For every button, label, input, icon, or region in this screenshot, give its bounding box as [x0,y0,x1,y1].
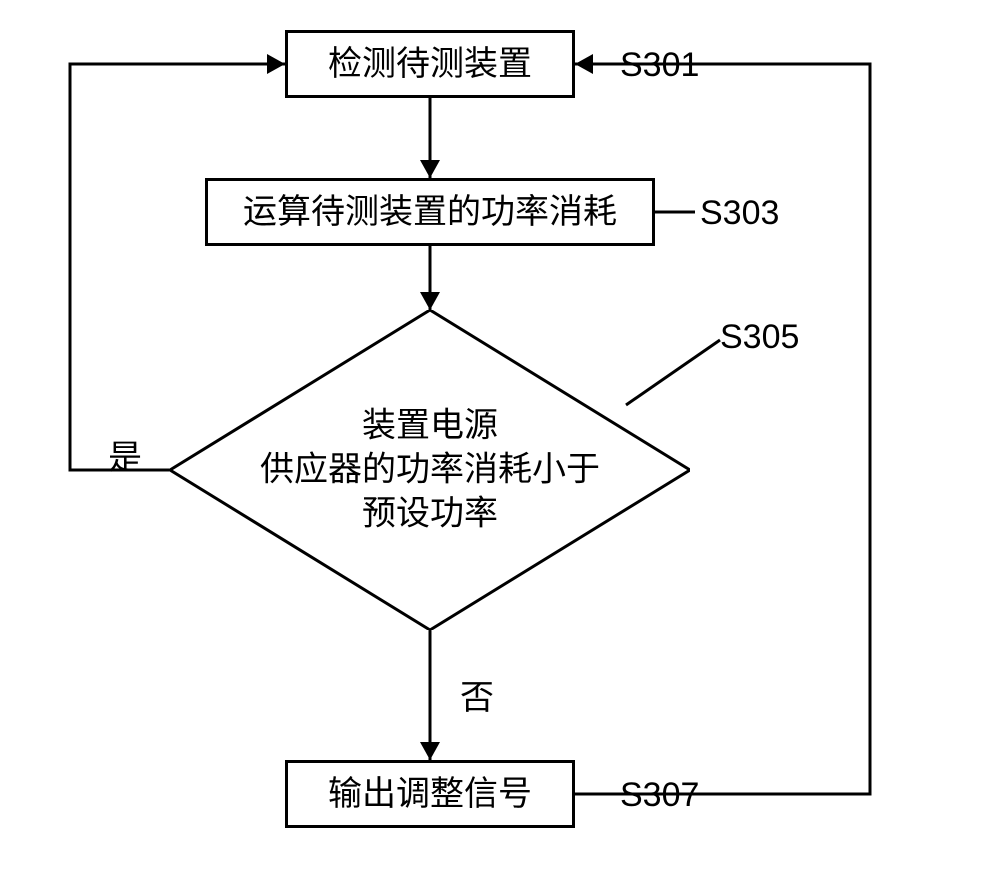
label-s301: S301 [620,46,699,85]
label-s303: S303 [700,194,779,233]
branch-yes: 是 [108,430,142,479]
node-s303-text: 运算待测装置的功率消耗 [243,192,617,233]
node-s305-text: 装置电源 供应器的功率消耗小于 预设功率 [206,404,653,537]
node-s307: 输出调整信号 [285,760,575,828]
node-s301: 检测待测装置 [285,30,575,98]
label-s305: S305 [720,318,799,357]
branch-no: 否 [460,670,494,719]
node-s303: 运算待测装置的功率消耗 [205,178,655,246]
node-s307-text: 输出调整信号 [328,774,532,815]
node-s301-text: 检测待测装置 [328,44,532,85]
label-s307: S307 [620,776,699,815]
node-s305: 装置电源 供应器的功率消耗小于 预设功率 [170,310,690,630]
